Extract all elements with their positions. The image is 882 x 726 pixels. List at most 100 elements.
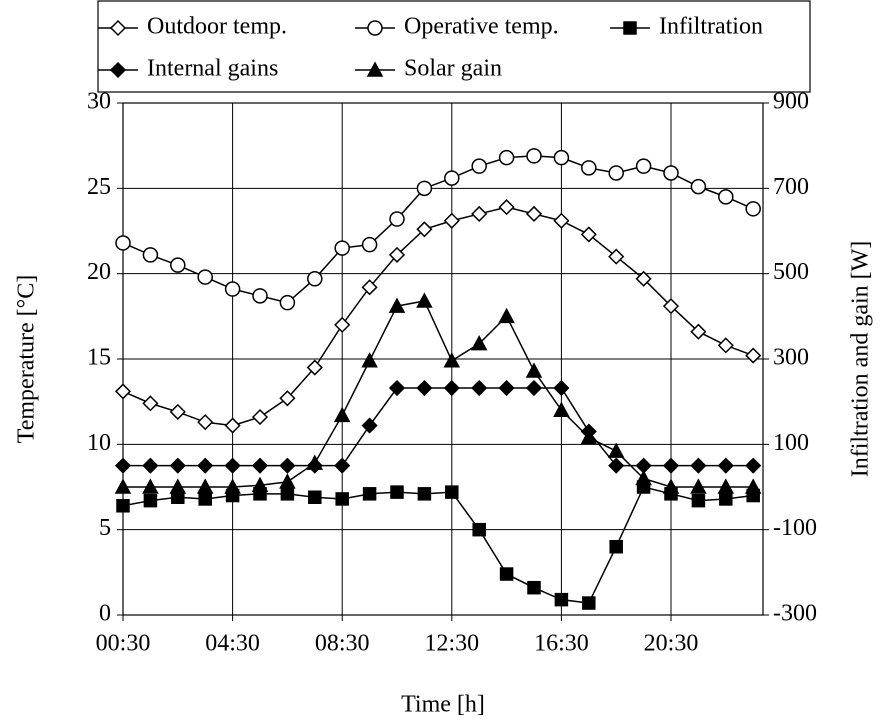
data-point bbox=[280, 487, 295, 501]
data-point bbox=[527, 580, 541, 595]
y-tick-label: 0 bbox=[99, 601, 111, 627]
data-point bbox=[580, 428, 598, 445]
x-tick-label: 12:30 bbox=[424, 631, 479, 657]
data-point bbox=[443, 379, 460, 397]
data-point bbox=[717, 478, 735, 494]
data-point bbox=[114, 457, 132, 474]
data-point bbox=[196, 478, 214, 494]
data-point bbox=[717, 337, 734, 354]
data-point bbox=[361, 417, 378, 434]
data-point bbox=[690, 178, 707, 195]
x-axis-label: Time [h] bbox=[401, 692, 485, 718]
x-tick-label: 04:30 bbox=[205, 631, 260, 657]
series-line bbox=[123, 300, 754, 488]
data-point bbox=[390, 485, 404, 499]
legend-marker bbox=[367, 20, 383, 36]
data-point bbox=[388, 379, 406, 397]
x-tick-label: 08:30 bbox=[315, 631, 370, 657]
data-point bbox=[662, 478, 680, 494]
y2-tick-label: -100 bbox=[773, 515, 817, 541]
y-tick-label: 20 bbox=[87, 259, 111, 285]
legend-marker bbox=[366, 61, 384, 77]
data-point bbox=[197, 414, 214, 431]
data-point bbox=[553, 212, 570, 229]
y-tick-label: 10 bbox=[87, 430, 111, 456]
data-point bbox=[142, 478, 159, 494]
data-point bbox=[169, 403, 186, 420]
data-point bbox=[608, 248, 625, 265]
data-point bbox=[279, 294, 296, 311]
data-point bbox=[114, 383, 132, 400]
data-point bbox=[498, 379, 515, 397]
data-point bbox=[115, 235, 131, 251]
y2-tick-label: 500 bbox=[773, 259, 809, 285]
x-tick-label: 00:30 bbox=[96, 631, 151, 657]
data-point bbox=[554, 592, 569, 607]
legend-label: Infiltration bbox=[659, 14, 763, 40]
data-point bbox=[170, 257, 186, 273]
y2-tick-label: 300 bbox=[773, 345, 809, 371]
data-point bbox=[663, 165, 679, 181]
data-point bbox=[252, 288, 268, 304]
legend-marker bbox=[623, 21, 637, 35]
legend-label: Solar gain bbox=[404, 56, 502, 82]
data-point bbox=[224, 478, 241, 494]
data-point bbox=[198, 492, 212, 506]
data-point bbox=[279, 457, 296, 474]
x-tick-label: 20:30 bbox=[644, 631, 699, 657]
data-point bbox=[279, 473, 296, 489]
data-point bbox=[444, 170, 460, 186]
data-point bbox=[224, 281, 241, 297]
data-point bbox=[361, 236, 378, 253]
data-point bbox=[362, 487, 377, 501]
data-point bbox=[662, 457, 680, 474]
y-tick-label: 25 bbox=[87, 174, 111, 200]
series-line bbox=[122, 486, 754, 604]
data-point bbox=[744, 478, 762, 494]
data-point bbox=[445, 485, 459, 499]
data-point bbox=[525, 379, 543, 397]
data-point bbox=[142, 457, 159, 474]
data-point bbox=[525, 362, 543, 378]
data-point bbox=[333, 406, 351, 423]
data-point bbox=[608, 457, 625, 474]
data-point bbox=[498, 199, 515, 216]
y-tick-label: 30 bbox=[87, 89, 111, 115]
data-point bbox=[745, 457, 762, 474]
data-point bbox=[526, 148, 542, 164]
series-line bbox=[122, 206, 754, 427]
data-point bbox=[169, 457, 186, 474]
series-line bbox=[122, 155, 754, 304]
data-point bbox=[635, 469, 652, 486]
data-point bbox=[388, 297, 406, 313]
data-point bbox=[251, 408, 269, 426]
data-point bbox=[471, 205, 488, 222]
data-point bbox=[251, 476, 269, 493]
data-point bbox=[719, 492, 733, 506]
data-point bbox=[416, 221, 433, 238]
data-point bbox=[443, 352, 461, 368]
data-point bbox=[607, 442, 625, 458]
legend-label: Outdoor temp. bbox=[147, 14, 287, 40]
y2-tick-label: -300 bbox=[773, 601, 817, 627]
data-point bbox=[525, 205, 543, 222]
data-point bbox=[472, 522, 486, 537]
data-point bbox=[498, 149, 515, 166]
data-point bbox=[224, 457, 241, 474]
data-point bbox=[608, 165, 624, 181]
y-tick-label: 5 bbox=[99, 515, 111, 541]
y2-axis-label: Infiltration and gain [W] bbox=[848, 241, 874, 478]
data-point bbox=[361, 279, 378, 296]
data-point bbox=[169, 478, 187, 494]
data-point bbox=[690, 478, 707, 494]
legend-label: Internal gains bbox=[147, 56, 278, 82]
data-point bbox=[142, 247, 159, 263]
data-point bbox=[334, 316, 351, 333]
y2-tick-label: 900 bbox=[773, 89, 809, 115]
data-point bbox=[553, 379, 570, 397]
data-point bbox=[470, 335, 488, 351]
data-point bbox=[116, 499, 130, 513]
data-point bbox=[471, 158, 487, 174]
data-point bbox=[690, 323, 707, 340]
data-point bbox=[635, 270, 652, 287]
